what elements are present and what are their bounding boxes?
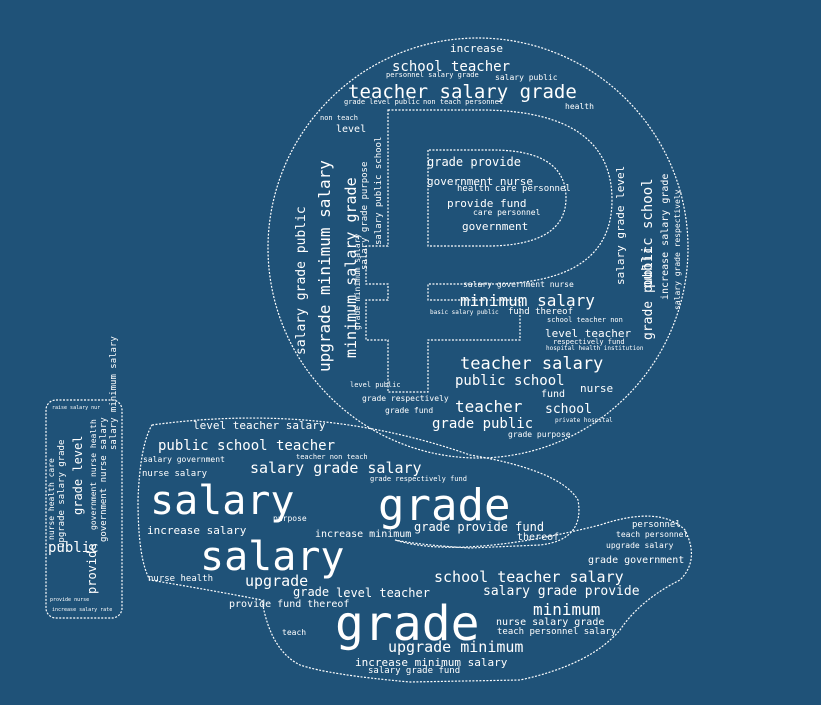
word: salary government xyxy=(143,455,225,464)
word: increase salary grade xyxy=(660,174,671,300)
word: fund thereof xyxy=(508,307,573,317)
word: salary grade purpose xyxy=(360,162,370,270)
word: public school xyxy=(640,178,656,288)
word: level public xyxy=(350,381,401,389)
word: purpose xyxy=(273,514,307,523)
word: salary grade public xyxy=(294,206,309,355)
word: private hospital xyxy=(555,417,613,424)
word: upgrade minimum xyxy=(388,638,523,656)
word: personnel salary grade xyxy=(386,71,479,79)
word: teach xyxy=(282,628,306,637)
word: thereof xyxy=(517,532,559,543)
word: upgrade minimum salary xyxy=(315,160,334,372)
word: provide xyxy=(85,543,99,594)
word: salary grade fund xyxy=(368,666,460,676)
word: provide fund xyxy=(447,197,526,210)
word: minimum salary xyxy=(460,291,595,310)
word: salary grade level xyxy=(614,166,627,285)
word: grade xyxy=(293,585,329,599)
word: upgrade salary xyxy=(606,541,674,550)
word: teach personnel xyxy=(616,530,688,539)
word: grade xyxy=(378,480,510,531)
word: grade provide fund xyxy=(414,520,544,534)
word: salary xyxy=(150,478,295,524)
word: provide nurse xyxy=(50,597,89,603)
word: provide fund thereof xyxy=(229,599,349,610)
word: care personnel xyxy=(473,208,541,217)
word: increase salary rate xyxy=(52,607,112,613)
word: increase minimum xyxy=(315,529,411,540)
word: level teacher xyxy=(545,327,631,340)
word: government nurse xyxy=(427,175,533,188)
word: grade respectively xyxy=(362,394,449,403)
word: grade minimum salary xyxy=(353,233,362,330)
word: school xyxy=(545,402,592,417)
word: personnel xyxy=(632,520,681,530)
word: teacher xyxy=(455,397,523,416)
word-group: increase school teacher salary public pe… xyxy=(47,42,688,676)
ruble-sign-outline xyxy=(365,109,613,393)
word: basic salary public xyxy=(430,309,499,316)
word: teacher salary xyxy=(460,354,603,374)
word: nurse salary xyxy=(142,469,208,479)
word: salary grade salary xyxy=(250,459,422,477)
word: salary grade respectively xyxy=(673,189,682,310)
word: grade public xyxy=(641,246,656,340)
word: public school teacher xyxy=(158,438,335,454)
word: public school xyxy=(455,373,565,389)
word: salary public xyxy=(495,73,558,82)
word: teacher non teach xyxy=(296,453,368,461)
word: upgrade salary grade xyxy=(57,440,67,548)
word: level teacher xyxy=(336,586,430,600)
word: hospital health institution xyxy=(546,345,644,352)
word: government xyxy=(462,220,528,233)
cuff-outline xyxy=(45,399,123,619)
word: upgrade xyxy=(245,572,308,590)
word: health care personnel xyxy=(457,184,571,194)
word: raise salary nur xyxy=(52,405,100,411)
word: increase minimum salary xyxy=(355,656,508,669)
word: minimum xyxy=(533,600,600,619)
word: fund xyxy=(541,389,565,400)
word: salary minimum salary xyxy=(109,336,119,450)
word: school teacher non xyxy=(547,316,623,324)
word: grade public xyxy=(432,416,533,432)
coin-outline xyxy=(267,37,689,459)
word: salary grade provide xyxy=(483,584,640,599)
word: grade government xyxy=(588,555,684,566)
word: school teacher xyxy=(392,59,510,75)
word: level teacher salary xyxy=(193,419,326,432)
word: grade respectively fund xyxy=(370,475,467,483)
word: grade level xyxy=(71,436,85,515)
word: public xyxy=(48,540,99,556)
word: salary xyxy=(200,534,345,580)
word: respectively fund xyxy=(553,338,625,346)
word: non teach personnel xyxy=(423,98,503,106)
word: grade fund xyxy=(385,406,433,415)
word: school teacher salary xyxy=(434,568,624,586)
word: increase salary xyxy=(147,524,247,537)
hand-outline xyxy=(137,417,692,683)
word: salary public school xyxy=(374,137,384,245)
word: non teach xyxy=(320,114,358,122)
word: increase xyxy=(450,42,503,55)
word: grade level public xyxy=(344,98,420,106)
word: government nurse health xyxy=(89,419,98,530)
word: grade purpose xyxy=(508,430,571,439)
word: government nurse salary xyxy=(99,417,109,542)
word: nurse salary grade xyxy=(496,617,604,628)
word: nurse health xyxy=(148,574,213,584)
word: nurse xyxy=(580,382,613,395)
word: nurse health care xyxy=(47,458,56,540)
word: teacher salary grade xyxy=(348,81,577,103)
word: teach personnel salary xyxy=(497,627,617,637)
word: grade provide xyxy=(427,155,521,169)
word: health xyxy=(565,102,594,111)
word: minimum salary grade xyxy=(342,177,360,358)
word: level xyxy=(336,124,366,135)
word: salary government nurse xyxy=(463,280,574,289)
word: grade xyxy=(335,596,480,652)
